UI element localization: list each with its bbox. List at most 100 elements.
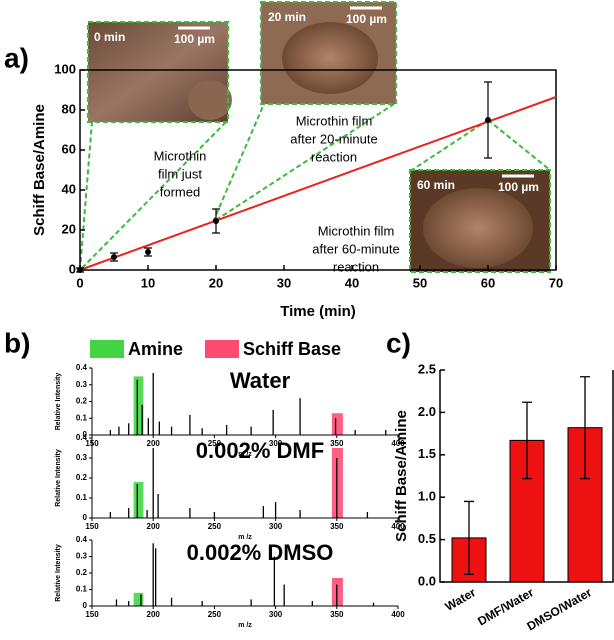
inset-scale: 100 µm <box>498 180 539 194</box>
x-tick-label: 40 <box>345 275 359 290</box>
spectrum-title: 0.002% DMF <box>196 438 324 463</box>
inset-scale: 100 µm <box>174 32 215 46</box>
connector <box>79 121 93 271</box>
y-tick-label: 0 <box>83 513 88 522</box>
x-tick-label: 70 <box>549 275 563 290</box>
x-tick-label: 300 <box>269 610 283 619</box>
data-point <box>145 249 151 255</box>
y-tick-label: 0.1 <box>76 493 88 502</box>
y-tick-label: 0.4 <box>76 433 88 442</box>
error-bar <box>580 376 590 480</box>
y-tick-label: 0 <box>69 261 76 276</box>
x-axis-label: Time (min) <box>280 303 356 320</box>
annotation-line: after 20-minute <box>290 131 377 146</box>
annotation-line: reaction <box>311 149 357 164</box>
y-tick-label: 0.2 <box>76 473 88 482</box>
data-point <box>485 117 491 123</box>
y-axis-label: Relative Intensity <box>55 449 62 507</box>
x-tick-label: 20 <box>209 275 223 290</box>
x-tick-label: 200 <box>147 610 161 619</box>
x-tick-label: Water <box>443 585 479 614</box>
x-tick-label: 350 <box>330 522 344 531</box>
x-tick-label: 250 <box>208 610 222 619</box>
x-tick-label: DMSO/Water <box>525 585 595 633</box>
error-bar <box>522 401 532 480</box>
connector <box>411 119 489 171</box>
x-tick-label: 400 <box>391 439 405 448</box>
y-tick-label: 0.0 <box>418 573 436 588</box>
annotation-line: Microthin film <box>296 113 373 128</box>
x-tick-label: 400 <box>391 610 405 619</box>
x-tick-label: 0 <box>76 275 83 290</box>
annotation-line: formed <box>160 184 200 199</box>
inset-time: 60 min <box>417 178 455 192</box>
x-axis-label: m /z <box>238 534 252 541</box>
y-tick-label: 40 <box>62 181 76 196</box>
x-tick-label: 250 <box>208 439 222 448</box>
connector <box>487 119 551 171</box>
y-tick-label: 0.4 <box>76 535 88 544</box>
x-tick-label: 350 <box>330 610 344 619</box>
x-axis-label: m /z <box>238 622 252 629</box>
spectrum-title: Water <box>230 368 291 393</box>
micrograph-feature <box>188 80 232 120</box>
legend-swatch <box>90 340 124 358</box>
data-point <box>77 267 83 273</box>
annotation-line: film just <box>158 166 202 181</box>
inset-image: 0 min 100 µm <box>87 21 232 123</box>
annotation-line: Microthin film <box>318 223 395 238</box>
y-tick-label: 0.2 <box>76 397 88 406</box>
connector <box>81 121 227 269</box>
y-tick-label: 20 <box>62 221 76 236</box>
inset-frame <box>260 1 397 105</box>
panel-label: b) <box>4 327 30 358</box>
y-tick-label: 1.5 <box>418 446 436 461</box>
annotation-line: Microthin <box>154 148 207 163</box>
y-axis-label: Relative Intensity <box>55 544 62 602</box>
legend-label: Schiff Base <box>243 339 341 359</box>
y-tick-label: 80 <box>62 101 76 116</box>
annotation-line: reaction <box>333 259 379 274</box>
y-tick-label: 2.0 <box>418 404 436 419</box>
y-tick-label: 0.1 <box>76 585 88 594</box>
y-axis-label: Schiff Base/Amine <box>31 104 48 236</box>
y-tick-label: 0.3 <box>76 380 88 389</box>
x-tick-label: 300 <box>269 522 283 531</box>
y-tick-label: 0.4 <box>76 363 88 372</box>
y-tick-label: 0 <box>83 430 88 439</box>
highlight-band <box>331 413 343 435</box>
plot-frame <box>79 69 557 271</box>
y-tick-label: 0 <box>83 601 88 610</box>
inset-image: 20 min 100 µm <box>260 1 397 105</box>
y-tick-label: 60 <box>62 141 76 156</box>
annotation: Microthin film just formed Microthin fil… <box>154 113 400 274</box>
micrograph-feature <box>423 188 533 268</box>
x-tick-label: 300 <box>269 439 283 448</box>
panel-label: a) <box>4 42 29 73</box>
error-bar <box>464 500 474 576</box>
data-point <box>111 254 117 260</box>
inset-time: 0 min <box>94 30 125 44</box>
inset-image: 60 min 100 µm <box>409 169 551 273</box>
y-axis-label: Schiff Base/Amine <box>393 410 410 542</box>
x-tick-label: 60 <box>481 275 495 290</box>
highlight-band <box>133 482 144 518</box>
x-tick-label: 150 <box>85 522 99 531</box>
legend-label: Amine <box>128 339 183 359</box>
y-tick-label: 1.0 <box>418 489 436 504</box>
data-point <box>213 218 219 224</box>
x-tick-label: 200 <box>147 439 161 448</box>
inset-time: 20 min <box>268 10 306 24</box>
y-tick-label: 0.2 <box>76 568 88 577</box>
micrograph-feature <box>282 22 378 94</box>
inset-frame <box>409 169 551 273</box>
inset-scale: 100 µm <box>346 12 387 26</box>
x-tick-label: 250 <box>208 522 222 531</box>
highlight-band <box>133 592 144 606</box>
y-tick-label: 0.1 <box>76 413 88 422</box>
x-tick-label: 50 <box>413 275 427 290</box>
y-tick-label: 0.3 <box>76 453 88 462</box>
x-tick-label: 10 <box>141 275 155 290</box>
connector <box>215 103 395 221</box>
